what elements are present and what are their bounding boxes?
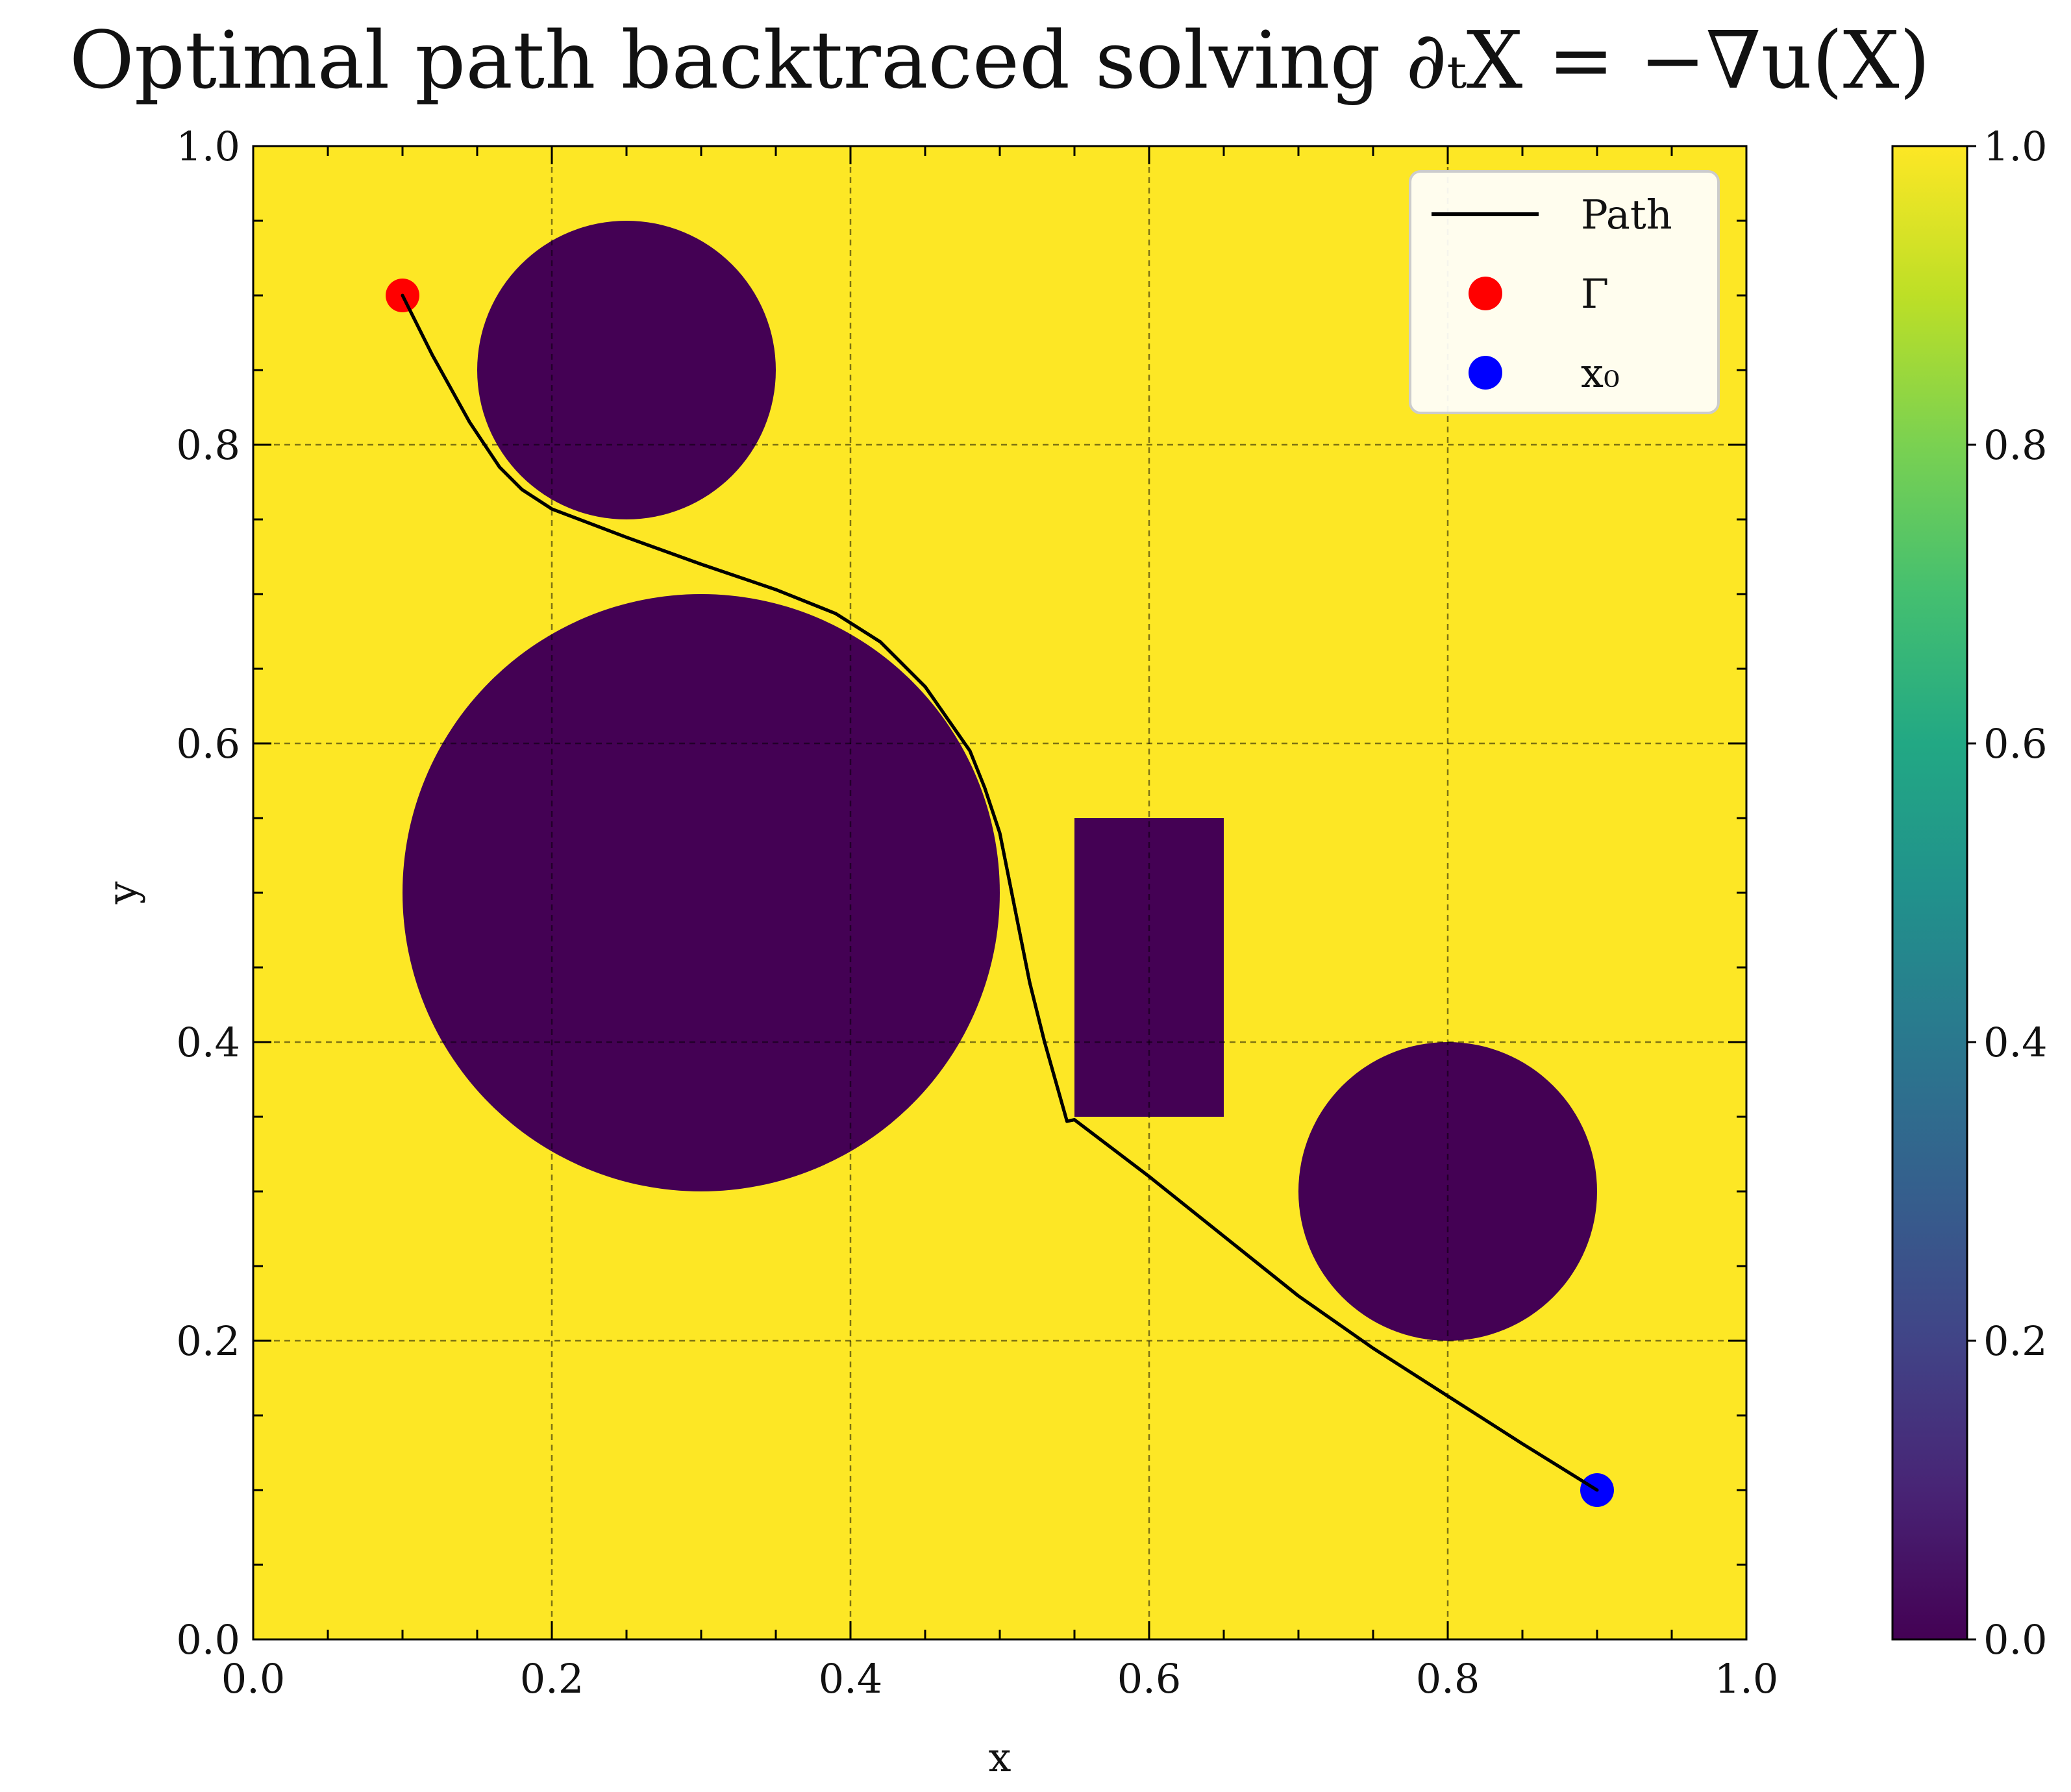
obstacle-circle-1 xyxy=(477,221,776,519)
legend-label-1: Path xyxy=(1581,191,1672,238)
axis-ticks xyxy=(252,145,1748,1641)
colorbar-tick-label: 0.4 xyxy=(1983,1019,2048,1066)
chart-title: Optimal path backtraced solving ∂ₜX = −∇… xyxy=(69,14,1930,106)
legend-box xyxy=(1409,170,1720,414)
y-axis-label: y xyxy=(99,881,146,904)
axis-tick-labels: 0.0 0.2 0.4 0.6 0.8 1.0 0.0 0.2 0.4 0.6 0.8 1.0 xyxy=(176,123,1778,1702)
x-tick-label: 0.0 xyxy=(221,1655,286,1702)
x-tick-label: 0.8 xyxy=(1416,1655,1480,1702)
legend-label-3: x₀ xyxy=(1581,349,1620,397)
obstacle-circle-2 xyxy=(403,594,1000,1191)
path-line-overlay xyxy=(401,293,1599,1492)
series-layer xyxy=(386,279,1614,1507)
y-tick-label: 0.6 xyxy=(176,720,240,767)
y-tick-label: 0.4 xyxy=(176,1019,240,1066)
colorbar-tick-label: 0.6 xyxy=(1983,720,2048,767)
colorbar: 0.0 0.2 0.4 0.6 0.8 1.0 xyxy=(1891,123,2048,1663)
y-tick-label: 0.2 xyxy=(176,1317,240,1365)
x-tick-label: 1.0 xyxy=(1715,1655,1779,1702)
y-tick-label: 0.8 xyxy=(176,421,240,469)
x-tick-label: 0.4 xyxy=(819,1655,883,1702)
colorbar-tick-label: 0.2 xyxy=(1983,1317,2048,1365)
y-tick-label: 1.0 xyxy=(176,123,240,170)
x-tick-label: 0.6 xyxy=(1117,1655,1182,1702)
colorbar-tick-label: 0.8 xyxy=(1983,421,2048,469)
colorbar-tick-label: 1.0 xyxy=(1983,123,2048,170)
colorbar-tick-label: 0.0 xyxy=(1983,1616,2048,1663)
legend-x0-swatch xyxy=(1469,356,1502,390)
y-tick-label: 0.0 xyxy=(176,1616,240,1663)
x-tick-label: 0.2 xyxy=(520,1655,584,1702)
obstacle-circle-4 xyxy=(1298,1042,1597,1341)
legend-label-2: Γ xyxy=(1581,270,1609,317)
legend: Path Γx₀ xyxy=(1409,170,1720,414)
colorbar-gradient xyxy=(1891,145,1968,1641)
legend-gamma-swatch xyxy=(1469,277,1502,310)
x-axis-label: x xyxy=(989,1734,1011,1781)
